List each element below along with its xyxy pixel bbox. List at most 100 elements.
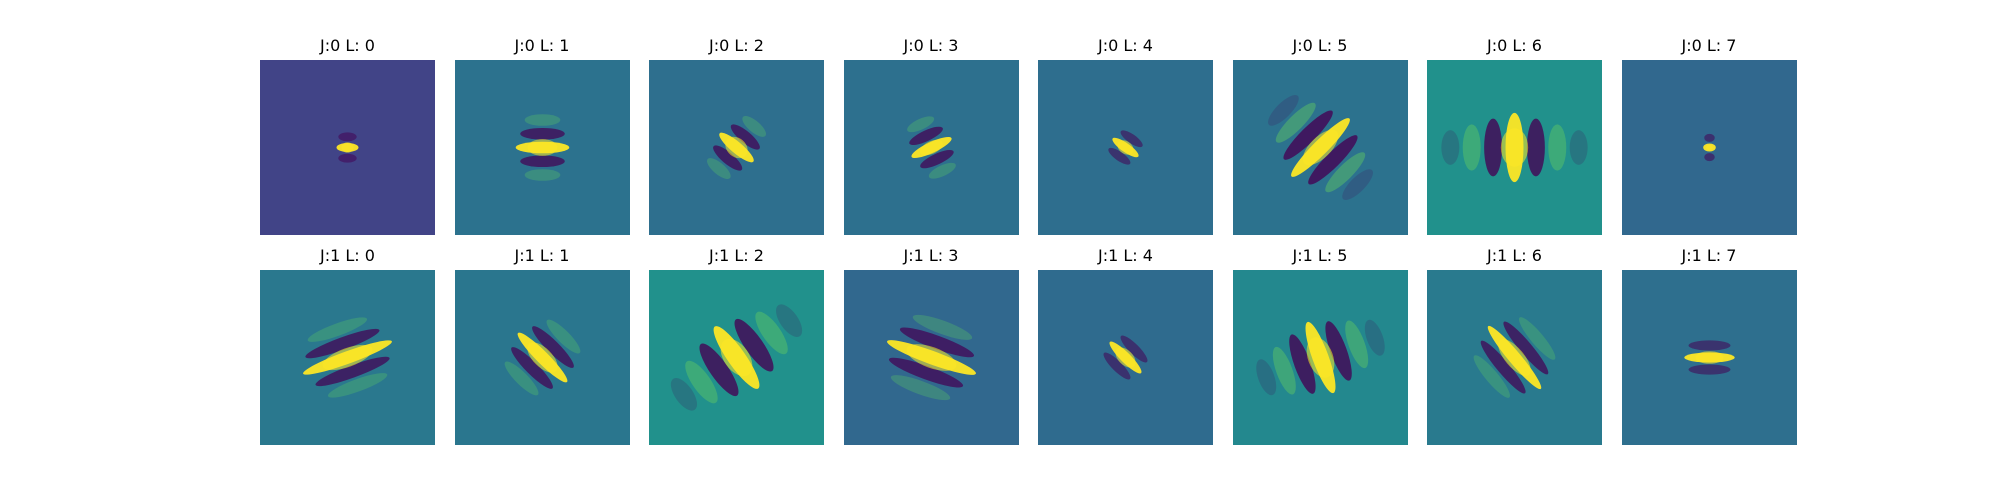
filter-pattern xyxy=(303,317,392,398)
filter-pattern xyxy=(706,116,767,179)
center-peak xyxy=(1302,129,1338,166)
negative-fringe xyxy=(1484,118,1503,177)
panel-title: J:1 L: 2 xyxy=(709,246,764,265)
positive-fringe xyxy=(1324,152,1365,193)
negative-fringe xyxy=(510,347,553,389)
negative-fringe xyxy=(888,357,963,388)
panel-title: J:1 L: 0 xyxy=(320,246,375,265)
center-peak xyxy=(1500,128,1529,167)
panel-title: J:0 L: 0 xyxy=(320,36,375,55)
center-peak xyxy=(526,342,558,373)
negative-fringe xyxy=(1103,352,1131,380)
filter-pattern xyxy=(1702,133,1716,162)
negative-fringe xyxy=(1341,169,1373,201)
positive-fringe xyxy=(685,360,718,404)
negative-fringe xyxy=(1703,153,1715,162)
filter-pattern xyxy=(906,116,956,179)
filter-pattern xyxy=(1683,340,1735,375)
panel-title: J:0 L: 6 xyxy=(1487,36,1542,55)
negative-fringe xyxy=(919,149,954,169)
center-peak xyxy=(341,142,354,153)
negative-fringe xyxy=(1282,110,1333,160)
center-peak xyxy=(527,139,557,156)
filter-image xyxy=(260,60,435,235)
negative-fringe xyxy=(730,124,760,150)
filter-image xyxy=(454,60,630,235)
filter-image xyxy=(1621,270,1797,445)
filter-image xyxy=(1427,60,1602,235)
filter-image xyxy=(1038,270,1213,445)
center-peak xyxy=(1117,140,1134,155)
negative-fringe xyxy=(1688,364,1730,375)
positive-fringe xyxy=(327,373,388,398)
negative-fringe xyxy=(1503,321,1549,375)
filter-pattern xyxy=(1108,130,1143,165)
filter-image xyxy=(649,270,824,445)
filter-pattern xyxy=(1267,94,1373,201)
panel-title: J:0 L: 7 xyxy=(1681,36,1737,55)
negative-fringe xyxy=(519,155,565,168)
filter-image xyxy=(1621,60,1797,235)
negative-fringe xyxy=(1307,135,1358,185)
panel-title: J:0 L: 4 xyxy=(1098,36,1153,55)
negative-fringe xyxy=(1324,321,1352,381)
positive-fringe xyxy=(307,317,368,342)
positive-fringe xyxy=(1548,124,1567,171)
positive-fringe xyxy=(1344,320,1368,369)
negative-fringe xyxy=(531,326,574,368)
filter-pattern xyxy=(504,319,580,396)
positive-fringe xyxy=(1473,355,1510,398)
negative-fringe xyxy=(305,328,380,359)
positive-fringe xyxy=(1462,124,1481,171)
panel-title: J:1 L: 7 xyxy=(1681,246,1737,265)
panel-title: J:0 L: 2 xyxy=(709,36,764,55)
filter-pattern xyxy=(1255,319,1385,396)
filter-image xyxy=(1232,270,1408,445)
panel-title: J:1 L: 4 xyxy=(1098,246,1153,265)
filter-pattern xyxy=(515,114,569,181)
filter-pattern xyxy=(1441,112,1588,183)
negative-fringe xyxy=(1255,359,1276,396)
panel-title: J:0 L: 3 xyxy=(903,36,959,55)
center-peak xyxy=(322,344,373,371)
center-peak xyxy=(1115,347,1136,368)
negative-fringe xyxy=(908,126,943,146)
panel-title: J:0 L: 1 xyxy=(514,36,570,55)
filter-pattern xyxy=(886,314,976,401)
filter-pattern xyxy=(1103,335,1148,380)
positive-fringe xyxy=(1275,102,1316,143)
filter-image xyxy=(1038,60,1213,235)
center-peak xyxy=(1695,351,1723,364)
negative-fringe xyxy=(734,318,774,372)
negative-fringe xyxy=(1441,130,1460,165)
negative-fringe xyxy=(899,327,974,358)
positive-fringe xyxy=(755,311,788,355)
positive-fringe xyxy=(742,116,767,137)
negative-fringe xyxy=(338,153,357,163)
negative-fringe xyxy=(1108,147,1131,165)
negative-fringe xyxy=(1120,335,1148,363)
center-peak xyxy=(906,344,956,371)
filter-pattern xyxy=(670,304,803,411)
positive-fringe xyxy=(524,169,560,181)
filter-image xyxy=(260,270,435,445)
positive-fringe xyxy=(504,361,538,396)
negative-fringe xyxy=(1480,340,1526,394)
negative-fringe xyxy=(1267,94,1299,126)
negative-fringe xyxy=(338,132,357,142)
panel-title: J:1 L: 3 xyxy=(903,246,959,265)
panel-title: J:0 L: 5 xyxy=(1292,36,1348,55)
positive-fringe xyxy=(928,162,956,179)
positive-fringe xyxy=(906,116,934,133)
positive-fringe xyxy=(912,314,972,340)
positive-fringe xyxy=(706,158,731,179)
filter-image xyxy=(649,60,824,235)
filter-pattern xyxy=(1473,317,1556,398)
center-peak xyxy=(1705,144,1713,151)
negative-fringe xyxy=(1364,319,1385,356)
negative-fringe xyxy=(519,127,565,140)
panel-title: J:1 L: 5 xyxy=(1292,246,1348,265)
negative-fringe xyxy=(670,377,698,411)
positive-fringe xyxy=(546,319,580,354)
